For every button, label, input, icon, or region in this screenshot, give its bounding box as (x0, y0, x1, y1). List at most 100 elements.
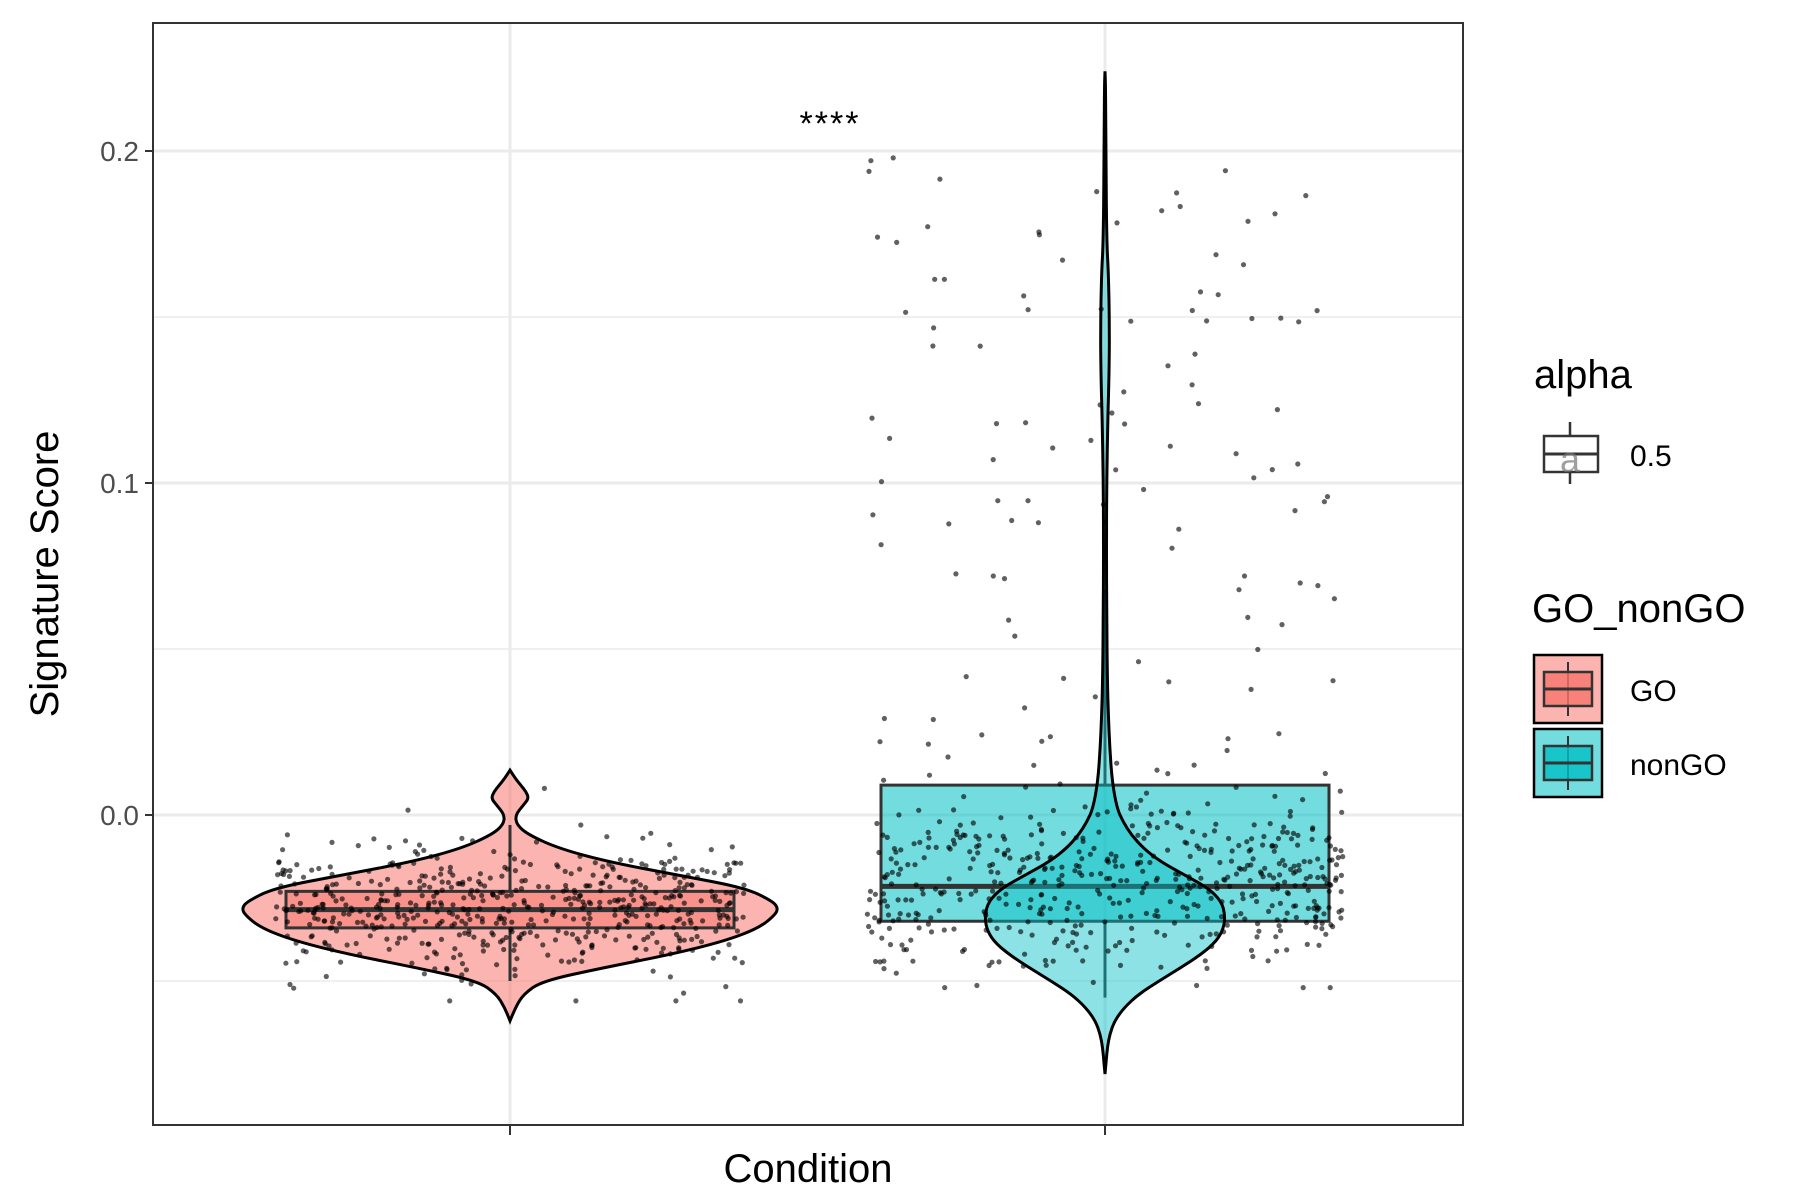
data-point-GO (484, 942, 491, 948)
data-point-nonGO (876, 919, 882, 925)
data-point-nonGO (1001, 850, 1008, 856)
box-nonGO (879, 783, 1331, 923)
data-point-nonGO (1184, 890, 1190, 897)
data-point-nonGO (1021, 864, 1027, 870)
data-point-GO (676, 946, 682, 952)
data-point-GO (616, 922, 622, 928)
data-point-GO (459, 972, 465, 978)
data-point-nonGO (1282, 917, 1288, 923)
data-point-GO (461, 895, 467, 901)
data-point-GO (293, 891, 299, 897)
data-point-GO (424, 955, 430, 961)
data-point-nonGO (1222, 168, 1228, 174)
data-point-nonGO (1061, 675, 1067, 682)
data-point-nonGO (1215, 292, 1221, 298)
data-point-nonGO (1201, 847, 1208, 854)
data-point-GO (612, 907, 618, 913)
data-point-GO (575, 896, 582, 902)
data-point-GO (466, 906, 472, 913)
data-point-GO (601, 933, 608, 939)
data-point-GO (641, 896, 647, 902)
data-point-nonGO (987, 833, 993, 839)
data-point-nonGO (1326, 835, 1332, 841)
data-point-nonGO (1098, 871, 1104, 877)
data-point-nonGO (888, 881, 895, 887)
data-point-nonGO (1154, 908, 1160, 914)
data-point-GO (633, 913, 639, 920)
data-point-GO (640, 835, 646, 841)
data-point-GO (516, 934, 522, 941)
data-point-GO (673, 931, 680, 938)
data-point-GO (688, 920, 694, 926)
data-point-nonGO (1125, 897, 1131, 903)
data-point-nonGO (1284, 947, 1290, 953)
data-point-nonGO (1064, 905, 1070, 912)
data-point-GO (639, 861, 645, 867)
data-point-nonGO (956, 890, 962, 897)
data-point-GO (439, 887, 445, 893)
data-point-GO (363, 923, 369, 929)
data-point-GO (489, 930, 495, 936)
data-point-nonGO (983, 927, 989, 933)
data-point-nonGO (957, 897, 963, 903)
legend-go-nongo-title: GO_nonGO (1532, 587, 1745, 631)
data-point-GO (653, 911, 659, 917)
data-point-nonGO (1148, 811, 1154, 817)
data-point-nonGO (1338, 872, 1344, 879)
data-point-GO (421, 847, 427, 854)
data-point-nonGO (1036, 911, 1043, 917)
data-point-nonGO (1187, 853, 1193, 860)
data-point-nonGO (996, 959, 1002, 965)
data-point-nonGO (886, 925, 893, 932)
data-point-GO (326, 943, 332, 949)
data-point-nonGO (903, 897, 909, 903)
data-point-GO (377, 905, 383, 912)
data-point-nonGO (946, 876, 952, 882)
data-point-GO (620, 897, 627, 903)
data-point-nonGO (1028, 879, 1034, 886)
data-point-nonGO (1176, 526, 1182, 532)
data-point-GO (348, 905, 354, 911)
data-point-nonGO (1025, 307, 1031, 313)
data-point-nonGO (1315, 583, 1321, 589)
data-point-nonGO (867, 888, 874, 894)
data-point-nonGO (1324, 494, 1331, 500)
data-point-GO (320, 901, 326, 907)
data-point-nonGO (970, 820, 976, 826)
data-point-nonGO (1288, 866, 1294, 873)
data-point-nonGO (1304, 941, 1310, 948)
data-point-GO (467, 916, 473, 923)
data-point-GO (415, 912, 421, 918)
data-point-nonGO (1256, 928, 1262, 934)
data-point-nonGO (1100, 501, 1106, 508)
data-point-GO (660, 924, 666, 930)
data-point-nonGO (1307, 873, 1313, 880)
data-point-nonGO (1295, 842, 1301, 848)
data-point-nonGO (905, 862, 911, 868)
data-point-GO (582, 902, 588, 909)
data-point-nonGO (1244, 839, 1250, 845)
data-point-GO (428, 853, 434, 860)
data-point-nonGO (1143, 910, 1149, 917)
data-point-GO (330, 882, 336, 888)
data-point-nonGO (1076, 849, 1082, 855)
data-point-nonGO (961, 794, 967, 800)
data-point-GO (569, 931, 576, 937)
data-point-nonGO (1025, 919, 1031, 925)
data-point-nonGO (945, 754, 951, 760)
data-point-GO (394, 940, 401, 946)
data-point-GO (307, 921, 313, 928)
data-point-GO (396, 891, 402, 897)
data-point-nonGO (1124, 878, 1130, 884)
data-point-GO (479, 916, 485, 922)
data-point-GO (555, 864, 561, 870)
data-point-GO (677, 893, 684, 899)
data-point-nonGO (879, 935, 885, 941)
data-point-GO (456, 932, 462, 938)
data-point-GO (681, 921, 687, 927)
data-point-nonGO (1254, 898, 1260, 905)
data-point-GO (715, 907, 721, 914)
data-point-GO (715, 949, 721, 955)
data-point-nonGO (1119, 863, 1125, 869)
data-point-GO (346, 911, 352, 917)
